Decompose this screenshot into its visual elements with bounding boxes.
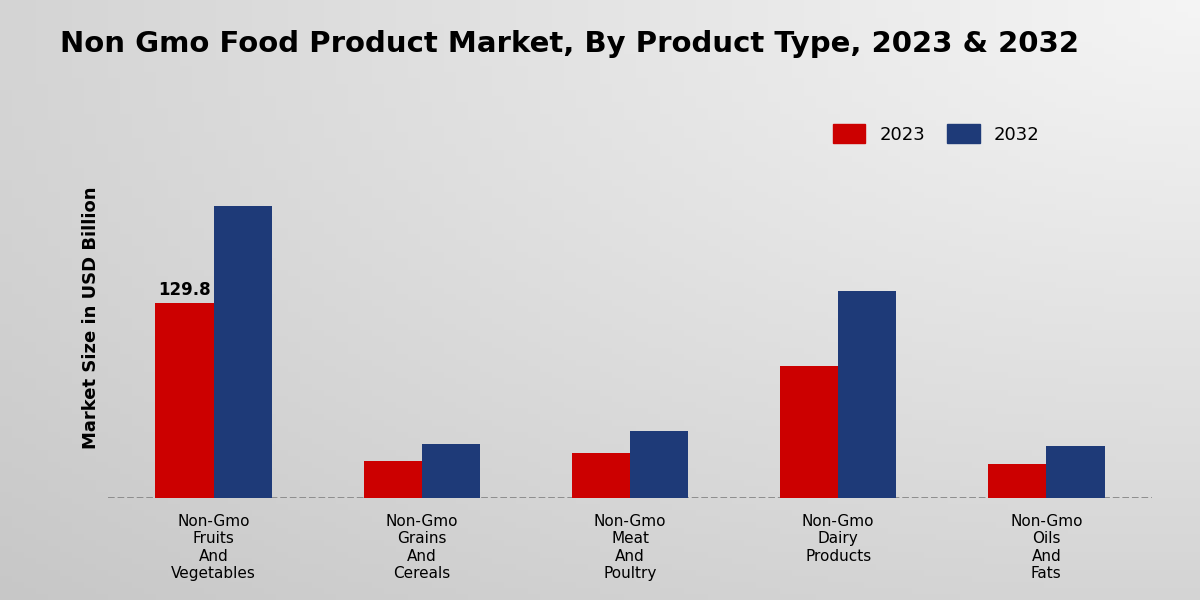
- Bar: [1046, 445, 1104, 498]
- Bar: [838, 291, 896, 498]
- Bar: [156, 303, 214, 498]
- Bar: [630, 431, 689, 498]
- Bar: [571, 453, 630, 498]
- Bar: [214, 205, 272, 498]
- Bar: [422, 444, 480, 498]
- Text: Non Gmo Food Product Market, By Product Type, 2023 & 2032: Non Gmo Food Product Market, By Product …: [60, 30, 1079, 58]
- Text: 129.8: 129.8: [158, 281, 211, 299]
- Bar: [364, 461, 422, 498]
- Bar: [780, 366, 838, 498]
- Bar: [988, 463, 1046, 498]
- Legend: 2023, 2032: 2023, 2032: [826, 117, 1046, 151]
- Y-axis label: Market Size in USD Billion: Market Size in USD Billion: [82, 187, 100, 449]
